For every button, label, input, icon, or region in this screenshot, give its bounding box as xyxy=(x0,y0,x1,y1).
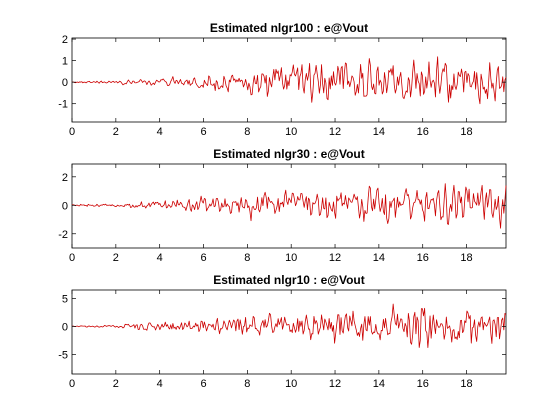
subplot-2: Estimated nlgr30 : e@Vout 0 2 4 6 8 10 12 14 16 1… xyxy=(58,147,507,264)
x-tick-label: 18 xyxy=(460,126,472,138)
y-tick-label: 5 xyxy=(62,293,68,305)
subplot-1-axes xyxy=(71,37,507,123)
subplot-1-title: Estimated nlgr100 : e@Vout xyxy=(210,21,368,35)
y-tick-label: 2 xyxy=(62,172,68,184)
subplot-3-title: Estimated nlgr10 : e@Vout xyxy=(213,273,365,287)
subplot-3-series-line xyxy=(71,303,507,348)
x-tick-label: 12 xyxy=(329,378,341,390)
x-tick-label: 0 xyxy=(69,126,75,138)
x-tick-label: 2 xyxy=(113,252,119,264)
x-tick-label: 14 xyxy=(373,378,385,390)
subplot-1-series-line xyxy=(71,56,507,105)
x-tick-label: 14 xyxy=(373,252,385,264)
x-tick-label: 12 xyxy=(329,126,341,138)
x-tick-label: 10 xyxy=(285,378,297,390)
subplot-2-axes xyxy=(71,163,507,249)
subplot-3: Estimated nlgr10 : e@Vout 0 2 4 6 8 10 12 14 16 1… xyxy=(58,273,507,390)
x-tick-label: 2 xyxy=(113,126,119,138)
y-tick-label: 2 xyxy=(62,34,68,46)
x-tick-label: 8 xyxy=(244,126,250,138)
x-tick-label: 16 xyxy=(417,126,429,138)
subplot-2-ticks: 0 2 4 6 8 10 12 14 16 18-202 xyxy=(58,164,506,264)
x-tick-label: 0 xyxy=(69,252,75,264)
x-tick-label: 6 xyxy=(200,126,206,138)
x-tick-label: 4 xyxy=(157,378,163,390)
y-tick-label: 0 xyxy=(62,200,68,212)
y-tick-label: -1 xyxy=(58,99,68,111)
x-tick-label: 4 xyxy=(157,252,163,264)
x-tick-label: 2 xyxy=(113,378,119,390)
y-tick-label: 0 xyxy=(62,77,68,89)
y-tick-label: 1 xyxy=(62,56,68,68)
subplot-3-axes xyxy=(71,289,507,375)
subplot-3-ticks: 0 2 4 6 8 10 12 14 16 18 -5 0 5 xyxy=(58,290,506,390)
x-tick-label: 6 xyxy=(200,252,206,264)
x-tick-label: 12 xyxy=(329,252,341,264)
x-tick-label: 0 xyxy=(69,378,75,390)
y-tick-label: -5 xyxy=(58,349,68,361)
x-tick-label: 8 xyxy=(244,252,250,264)
x-tick-label: 18 xyxy=(460,252,472,264)
x-tick-label: 16 xyxy=(417,252,429,264)
x-tick-label: 10 xyxy=(285,252,297,264)
subplot-2-series-line xyxy=(71,183,507,229)
x-tick-label: 6 xyxy=(200,378,206,390)
subplot-2-title: Estimated nlgr30 : e@Vout xyxy=(213,147,365,161)
y-tick-label: -2 xyxy=(58,229,68,241)
x-tick-label: 18 xyxy=(460,378,472,390)
x-tick-label: 16 xyxy=(417,378,429,390)
x-tick-label: 14 xyxy=(373,126,385,138)
y-tick-label: 0 xyxy=(62,321,68,333)
x-tick-label: 10 xyxy=(285,126,297,138)
x-tick-label: 8 xyxy=(244,378,250,390)
subplot-1: Estimated nlgr100 : e@Vout 0 2 4 6 8 10 12 14 16… xyxy=(58,21,507,138)
x-tick-label: 4 xyxy=(157,126,163,138)
